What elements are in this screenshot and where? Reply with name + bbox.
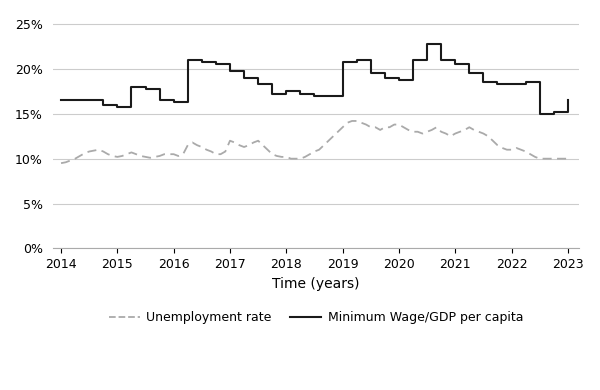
Unemployment rate: [329, 134, 337, 138]
Minimum Wage/GDP per capita: [494, 80, 501, 85]
Minimum Wage/GDP per capita: [311, 94, 318, 98]
Unemployment rate: [564, 156, 571, 161]
Minimum Wage/GDP per capita: [424, 41, 431, 46]
Unemployment rate: [226, 138, 233, 143]
Minimum Wage/GDP per capita: [522, 80, 529, 85]
Line: Unemployment rate: Unemployment rate: [61, 121, 568, 163]
X-axis label: Time (years): Time (years): [272, 277, 359, 291]
Minimum Wage/GDP per capita: [536, 112, 544, 116]
Minimum Wage/GDP per capita: [226, 68, 233, 73]
Unemployment rate: [334, 129, 341, 134]
Minimum Wage/GDP per capita: [58, 98, 65, 103]
Minimum Wage/GDP per capita: [564, 98, 571, 103]
Minimum Wage/GDP per capita: [170, 100, 177, 105]
Legend: Unemployment rate, Minimum Wage/GDP per capita: Unemployment rate, Minimum Wage/GDP per …: [104, 306, 528, 329]
Minimum Wage/GDP per capita: [508, 82, 515, 87]
Unemployment rate: [58, 161, 65, 165]
Unemployment rate: [95, 147, 102, 152]
Unemployment rate: [349, 119, 356, 123]
Unemployment rate: [198, 145, 205, 149]
Line: Minimum Wage/GDP per capita: Minimum Wage/GDP per capita: [61, 44, 568, 114]
Unemployment rate: [395, 122, 403, 127]
